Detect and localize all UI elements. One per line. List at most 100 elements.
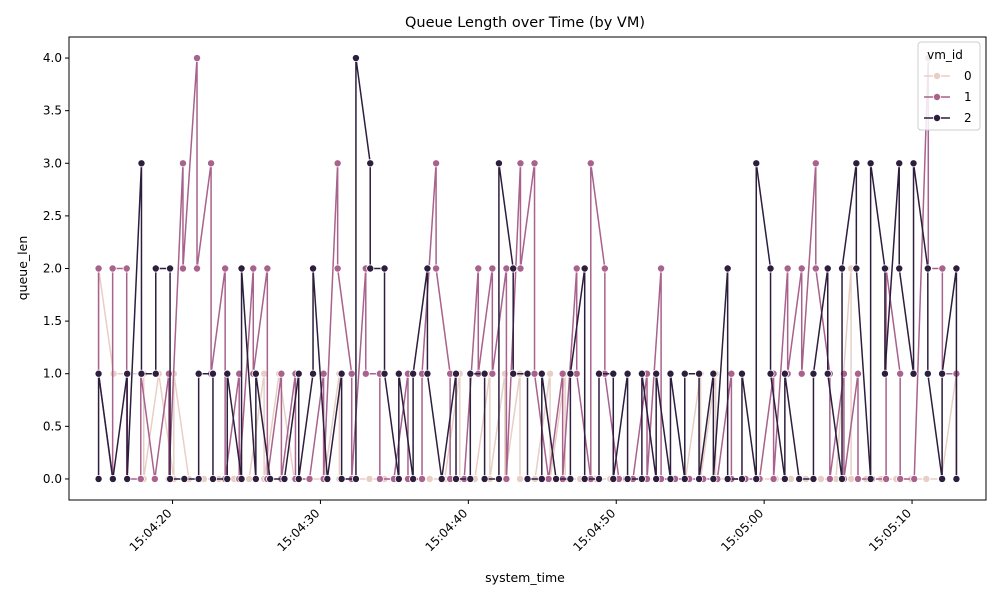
y-axis-label: queue_len [15,236,30,301]
data-point [277,369,286,378]
data-point [380,369,389,378]
plot-area [94,54,961,483]
data-point [221,264,230,273]
data-point [652,369,661,378]
data-point [823,369,832,378]
data-point [488,369,497,378]
legend-marker [933,72,942,81]
data-point [853,474,862,483]
data-point [516,159,525,168]
legend-marker [933,93,942,102]
data-point [366,264,375,273]
data-point [245,474,254,483]
data-point [194,369,203,378]
data-point [309,369,318,378]
data-point [178,159,187,168]
x-tick-label: 15:05:10 [866,506,914,554]
data-point [680,474,689,483]
data-point [516,264,525,273]
data-point [882,474,891,483]
legend-entry-label: 2 [964,111,972,125]
data-point [637,474,646,483]
data-point [208,369,217,378]
data-point [737,369,746,378]
data-point [452,369,461,378]
data-point [166,474,175,483]
data-point [866,474,875,483]
data-point [680,369,689,378]
data-point [437,474,446,483]
data-point [366,159,375,168]
data-point [309,264,318,273]
data-point [723,264,732,273]
data-point [727,369,736,378]
data-point [811,159,820,168]
data-point [178,264,187,273]
legend-title: vm_id [927,48,963,62]
data-point [108,474,117,483]
data-point [137,159,146,168]
data-point [351,54,360,63]
data-point [193,264,202,273]
data-point [752,474,761,483]
data-point [594,474,603,483]
data-point [809,369,818,378]
y-tick-label: 1.5 [43,314,62,328]
y-tick-label: 2.5 [43,209,62,223]
data-point [537,369,546,378]
data-point [566,474,575,483]
data-point [223,474,232,483]
data-point [423,264,432,273]
x-tick-label: 15:04:50 [570,506,618,554]
data-point [94,369,103,378]
y-tick-label: 0.0 [43,472,62,486]
data-point [938,474,947,483]
data-point [365,474,374,483]
data-point [880,369,889,378]
data-point [123,369,132,378]
data-point [523,369,532,378]
data-point [600,264,609,273]
data-point [895,264,904,273]
data-point [494,474,503,483]
data-point [180,474,189,483]
data-point [766,369,775,378]
data-point [108,264,117,273]
data-point [466,369,475,378]
data-point [853,369,862,378]
data-point [838,474,847,483]
data-point [838,264,847,273]
data-point [952,264,961,273]
data-point [207,159,216,168]
data-point [423,369,432,378]
data-point [695,474,704,483]
data-point [480,474,489,483]
data-point [546,369,555,378]
data-point [866,159,875,168]
data-point [723,474,732,483]
data-point [151,369,160,378]
data-point [94,474,103,483]
data-point [797,369,806,378]
data-point [164,369,173,378]
y-tick-label: 4.0 [43,51,62,65]
data-point [194,474,203,483]
data-point [552,474,561,483]
data-point [380,264,389,273]
data-point [361,369,370,378]
data-point [150,474,159,483]
data-point [609,369,618,378]
data-point [709,369,718,378]
data-point [237,474,246,483]
data-point [166,264,175,273]
data-point [666,474,675,483]
data-point [637,369,646,378]
data-point [394,369,403,378]
data-point [237,264,246,273]
legend-box [917,41,981,131]
data-point [909,369,918,378]
data-point [452,474,461,483]
data-point [558,369,567,378]
data-point [94,264,103,273]
